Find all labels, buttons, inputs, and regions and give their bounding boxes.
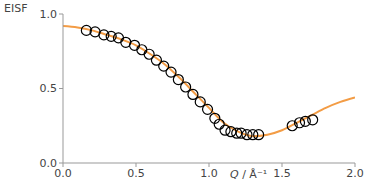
svg-text:1.5: 1.5 bbox=[273, 167, 291, 180]
svg-text:0.5: 0.5 bbox=[40, 82, 58, 95]
svg-text:2.0: 2.0 bbox=[346, 167, 363, 180]
svg-text:1.0: 1.0 bbox=[200, 167, 218, 180]
html-text:Q / Å⁻¹: Q / Å⁻¹ bbox=[230, 168, 268, 181]
html-text:EISF: EISF bbox=[4, 2, 28, 15]
svg-text:0.5: 0.5 bbox=[127, 167, 145, 180]
svg-text:0.0: 0.0 bbox=[40, 157, 58, 170]
svg-text:0.0: 0.0 bbox=[54, 166, 72, 180]
svg-text:1.0: 1.0 bbox=[40, 8, 58, 21]
